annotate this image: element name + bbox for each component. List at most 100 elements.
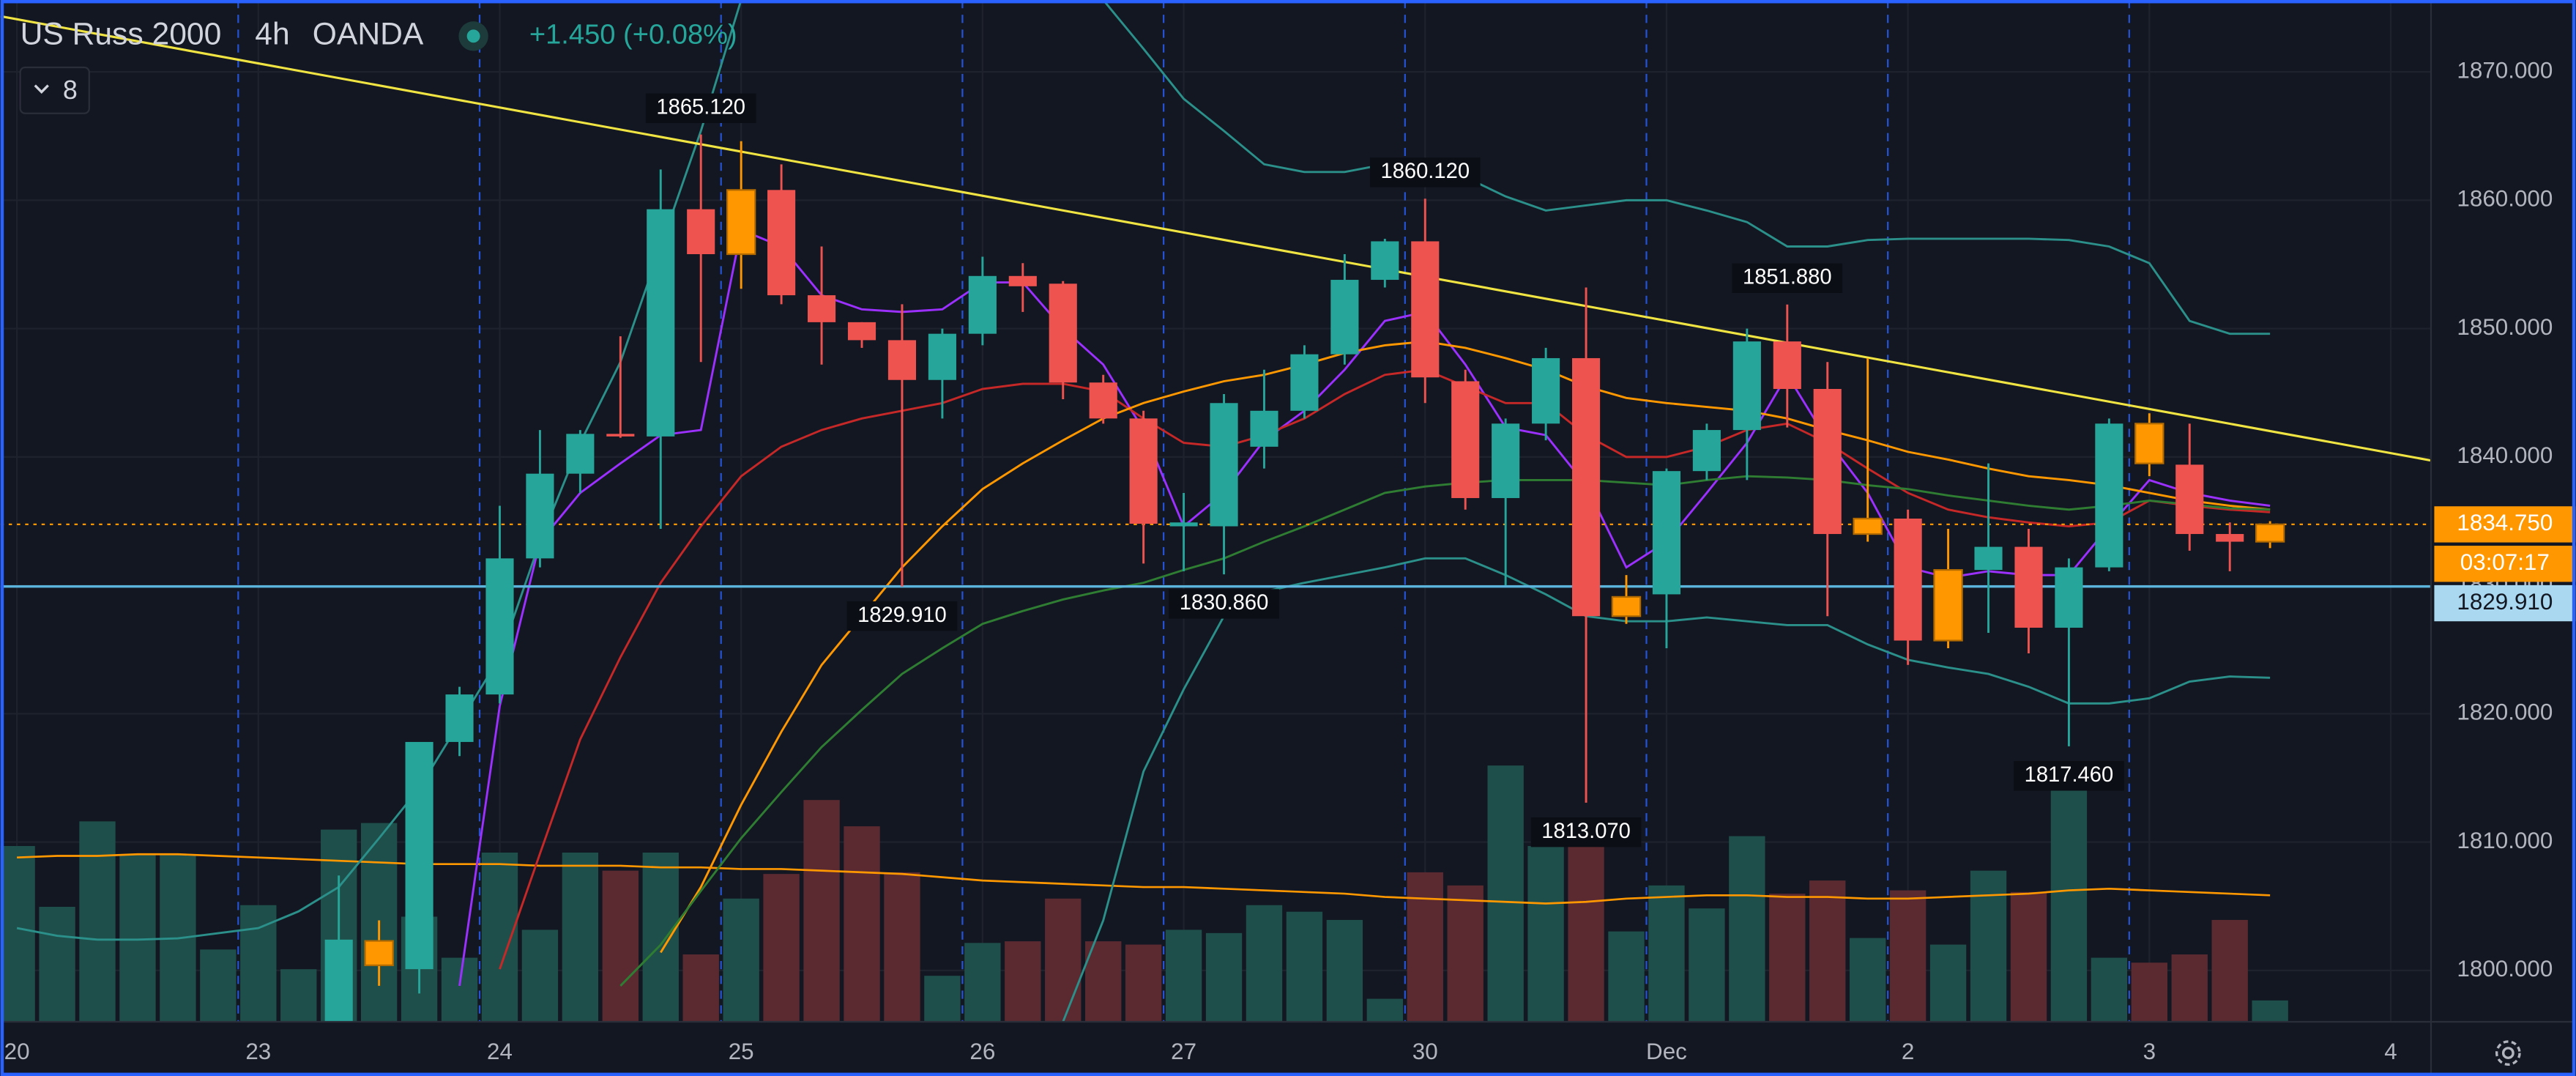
candle-body — [1571, 357, 1601, 617]
candle-body — [887, 340, 917, 380]
candle-body — [1290, 354, 1319, 411]
volume-bar — [39, 906, 75, 1022]
price-label-box — [1732, 263, 1843, 293]
y-tick-label: 1850.000 — [2457, 314, 2553, 340]
settings-button[interactable] — [2495, 1040, 2521, 1066]
indicator-line — [660, 340, 2271, 954]
candle-body — [807, 295, 836, 322]
x-tick-label: 24 — [487, 1039, 513, 1064]
volume-bar — [1889, 890, 1927, 1022]
candle-body — [767, 190, 796, 296]
candle-body — [324, 939, 353, 1022]
volume-bar — [1407, 872, 1443, 1022]
plot-area: 1865.120 1860.120 1851.880 1829.910 1830.860… — [0, 0, 2431, 1022]
candle-body — [2014, 546, 2043, 628]
candle-body — [1692, 430, 1721, 472]
candle-body — [1732, 341, 1761, 431]
candle-body — [1773, 341, 1801, 390]
volume-bar — [79, 821, 116, 1022]
volume-bar — [884, 872, 920, 1022]
candle-body — [485, 558, 514, 695]
candle-body — [928, 333, 956, 380]
price-label: 1817.460 — [2025, 763, 2114, 787]
candle-body — [726, 189, 756, 256]
volume-bar — [1648, 885, 1685, 1022]
candle-body — [1008, 275, 1037, 286]
header: US Russ 2000 4h OANDA +1.450 (+0.08%) 8 — [19, 17, 737, 114]
candle-body — [1129, 418, 1158, 524]
candle-body — [847, 322, 876, 341]
volume-bar — [1487, 765, 1524, 1022]
candle-body — [1169, 522, 1198, 527]
volume-bar — [1527, 846, 1564, 1022]
volume-bar — [119, 854, 156, 1022]
x-tick-label: 2 — [1902, 1039, 1914, 1064]
candle-body — [1210, 403, 1238, 527]
candle-body — [1532, 357, 1560, 424]
price-label-box — [645, 93, 756, 123]
candle-body — [968, 275, 997, 334]
volume-bar — [1608, 931, 1645, 1022]
volume-bar — [441, 957, 478, 1022]
interval[interactable]: 4h — [255, 17, 289, 52]
volume-bar — [1246, 905, 1283, 1022]
last-price-label: 1834.750 — [2457, 510, 2553, 535]
volume-bar — [1568, 834, 1604, 1022]
candle-body — [405, 741, 433, 970]
volume-bar — [562, 852, 599, 1022]
countdown-label: 03:07:17 — [2460, 549, 2550, 575]
volume-bar — [1165, 930, 1202, 1022]
countdown-badge — [2434, 546, 2576, 582]
volume-bar — [2171, 954, 2208, 1022]
candle-body — [526, 473, 554, 559]
horizontal-line-label: 1829.910 — [2457, 589, 2553, 615]
volume-bar — [2050, 780, 2088, 1022]
volume-bar — [924, 976, 961, 1022]
candle-body — [1813, 389, 1842, 535]
volume-bar — [2211, 919, 2248, 1022]
volume-bar — [1005, 941, 1041, 1022]
gear-outer — [2495, 1040, 2521, 1066]
volume-bar — [1085, 941, 1122, 1022]
volume-bar — [803, 800, 840, 1022]
candle-body — [1049, 283, 1077, 383]
indicator-line — [16, 0, 2271, 941]
volume-bar — [723, 898, 759, 1022]
volume-bar — [1286, 911, 1323, 1022]
price-label-box — [2014, 761, 2124, 791]
volume-bar — [763, 874, 800, 1022]
price-label-box — [846, 601, 958, 631]
y-tick-label: 1810.000 — [2457, 828, 2553, 853]
volume-bar — [1769, 894, 1806, 1022]
source: OANDA — [313, 17, 424, 52]
candle-body — [2095, 423, 2123, 568]
horizontal-line-badge — [2434, 585, 2576, 622]
indicators-toggle[interactable] — [19, 66, 90, 114]
y-tick-label: 1840.000 — [2457, 442, 2553, 468]
price-label: 1860.120 — [1380, 160, 1470, 183]
gear-inner — [2501, 1047, 2514, 1060]
x-tick-label: 30 — [1412, 1039, 1438, 1064]
volume-bar — [1366, 998, 1403, 1022]
volume-bar — [2091, 957, 2128, 1022]
status-dot — [466, 29, 480, 43]
volume-bar — [1809, 880, 1846, 1022]
candle-body — [1330, 280, 1359, 355]
volume-bar — [1326, 919, 1363, 1022]
symbol: US Russ 2000 — [21, 17, 222, 52]
volume-bar — [280, 969, 317, 1022]
candle-body — [1492, 423, 1520, 498]
x-tick-label: Dec — [1646, 1039, 1687, 1064]
price-label: 1830.860 — [1180, 591, 1269, 615]
volume-bar — [1125, 944, 1162, 1022]
x-tick-label: 26 — [969, 1039, 995, 1064]
candle-body — [2134, 423, 2164, 464]
candle-body — [2175, 464, 2204, 535]
candle-body — [2216, 534, 2244, 542]
x-tick-label: 20 — [4, 1039, 30, 1064]
volume-bar — [1850, 938, 1886, 1022]
y-tick-label: 1820.000 — [2457, 700, 2553, 725]
price-label: 1813.070 — [1541, 820, 1631, 843]
